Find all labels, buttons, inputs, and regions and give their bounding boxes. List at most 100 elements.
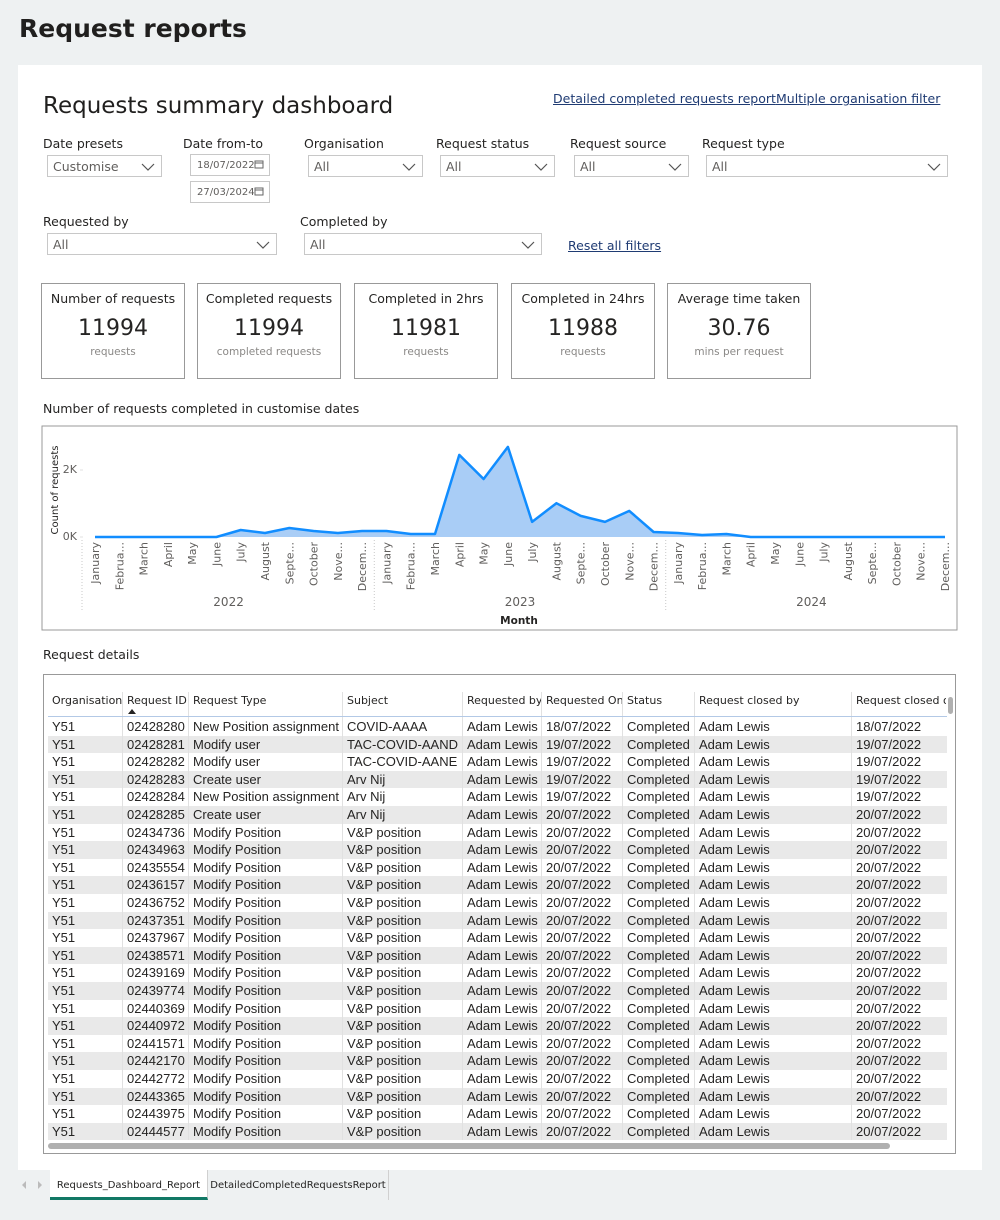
table-row[interactable]: [48, 982, 947, 1000]
vertical-scrollbar[interactable]: [948, 697, 953, 714]
table-cell: Modify Position: [193, 1071, 282, 1086]
column-header[interactable]: Request closed by: [699, 694, 800, 707]
table-row[interactable]: [48, 946, 947, 965]
table-cell: Adam Lewis: [699, 754, 770, 770]
table-cell: Completed: [627, 1035, 690, 1051]
table-cell: 02439169: [127, 965, 185, 981]
table-cell: Modify Position: [193, 842, 282, 858]
kpi-title: Number of requests: [50, 291, 176, 306]
reset-filters-link[interactable]: Reset all filters: [568, 238, 662, 253]
table-cell: Completed: [627, 789, 690, 805]
x-tick-label: Septe...: [866, 542, 879, 584]
column-header[interactable]: Request ID: [127, 694, 187, 707]
table-cell: Y51: [52, 1000, 76, 1016]
table-cell: V&P position: [347, 877, 422, 893]
date-input[interactable]: 18/07/2022: [190, 154, 270, 176]
table-cell: Modify Position: [193, 895, 282, 910]
table-cell: Adam Lewis: [467, 1018, 538, 1034]
horizontal-scrollbar[interactable]: [48, 1143, 890, 1149]
table-cell: 02435554: [127, 859, 185, 875]
table-row[interactable]: [48, 876, 947, 894]
table-row[interactable]: [48, 999, 947, 1018]
report-link[interactable]: Multiple organisation filter: [776, 91, 941, 106]
table-cell: 20/07/2022: [546, 965, 612, 981]
table-row[interactable]: [48, 894, 947, 912]
dropdown[interactable]: All: [304, 233, 542, 255]
table-row[interactable]: [48, 718, 947, 736]
date-input[interactable]: 27/03/2024: [190, 181, 270, 203]
column-header[interactable]: Organisation: [52, 694, 122, 707]
page-tab[interactable]: DetailedCompletedRequestsReport: [208, 1170, 389, 1200]
x-group-label: 2023: [505, 595, 536, 609]
table-cell: 20/07/2022: [546, 1071, 612, 1086]
column-header[interactable]: Requested by: [467, 694, 541, 707]
table-cell: 02428281: [127, 736, 185, 752]
table-cell: 20/07/2022: [546, 1000, 612, 1016]
table-cell: Adam Lewis: [467, 877, 538, 893]
column-header[interactable]: Request Type: [193, 694, 267, 707]
table-row[interactable]: [48, 770, 947, 789]
table-cell: Completed: [627, 824, 690, 840]
column-header[interactable]: Requested On: [546, 694, 622, 707]
table-cell: 20/07/2022: [856, 947, 922, 963]
column-divider: [122, 692, 123, 1141]
table-row[interactable]: [48, 1105, 947, 1123]
table-cell: Y51: [52, 736, 76, 752]
table-row[interactable]: [48, 806, 947, 824]
table-row[interactable]: [48, 1052, 947, 1070]
dropdown[interactable]: All: [574, 155, 689, 177]
table-cell: 20/07/2022: [546, 1088, 612, 1104]
dropdown[interactable]: All: [47, 233, 277, 255]
table-cell: Y51: [52, 947, 76, 963]
table-cell: 20/07/2022: [546, 1053, 612, 1069]
table-row[interactable]: [48, 823, 947, 842]
table-row[interactable]: [48, 1087, 947, 1106]
table-cell: Completed: [627, 771, 690, 787]
table-cell: 02443365: [127, 1088, 185, 1104]
table-row[interactable]: [48, 964, 947, 982]
table-cell: 02443975: [127, 1106, 185, 1122]
table-row[interactable]: [48, 858, 947, 877]
table-cell: Completed: [627, 807, 690, 822]
table-cell: 19/07/2022: [546, 736, 612, 752]
table-row[interactable]: [48, 1070, 947, 1088]
page-tab[interactable]: Requests_Dashboard_Report: [50, 1170, 208, 1200]
table-row[interactable]: [48, 753, 947, 771]
table-cell: Adam Lewis: [699, 1123, 770, 1139]
table-row[interactable]: [48, 929, 947, 947]
table-cell: Modify user: [193, 754, 261, 770]
table-row[interactable]: [48, 1034, 947, 1053]
column-header[interactable]: Request closed on: [856, 694, 946, 707]
dropdown[interactable]: All: [440, 155, 555, 177]
table-cell: 18/07/2022: [546, 719, 612, 734]
report-link[interactable]: Detailed completed requests report: [553, 91, 776, 106]
column-header[interactable]: Subject: [347, 694, 389, 707]
table-cell: 02439774: [127, 983, 185, 998]
table-cell: Completed: [627, 736, 690, 752]
table-cell: Adam Lewis: [699, 877, 770, 893]
table-cell: 02440972: [127, 1018, 185, 1034]
table-cell: Arv Nij: [347, 771, 386, 787]
table-row[interactable]: [48, 1122, 947, 1141]
table-cell: Y51: [52, 842, 76, 858]
column-header[interactable]: Status: [627, 694, 663, 707]
table-cell: Adam Lewis: [467, 947, 538, 963]
table-row[interactable]: [48, 911, 947, 930]
table-cell: 19/07/2022: [546, 771, 612, 787]
table-cell: Completed: [627, 1053, 690, 1069]
table-row[interactable]: [48, 1017, 947, 1035]
dropdown[interactable]: Customise: [47, 155, 162, 177]
dropdown[interactable]: All: [308, 155, 423, 177]
table-row[interactable]: [48, 735, 947, 754]
table-cell: 02442170: [127, 1053, 185, 1069]
kpi-unit: mins per request: [694, 346, 784, 358]
table-cell: Modify Position: [193, 824, 282, 840]
table-cell: Y51: [52, 1071, 76, 1086]
table-cell: Arv Nij: [347, 807, 386, 822]
table-cell: 20/07/2022: [546, 1123, 612, 1139]
table-row[interactable]: [48, 788, 947, 806]
table-row[interactable]: [48, 841, 947, 859]
table-cell: V&P position: [347, 1088, 422, 1104]
dropdown[interactable]: All: [706, 155, 948, 177]
table-cell: 20/07/2022: [856, 983, 922, 998]
